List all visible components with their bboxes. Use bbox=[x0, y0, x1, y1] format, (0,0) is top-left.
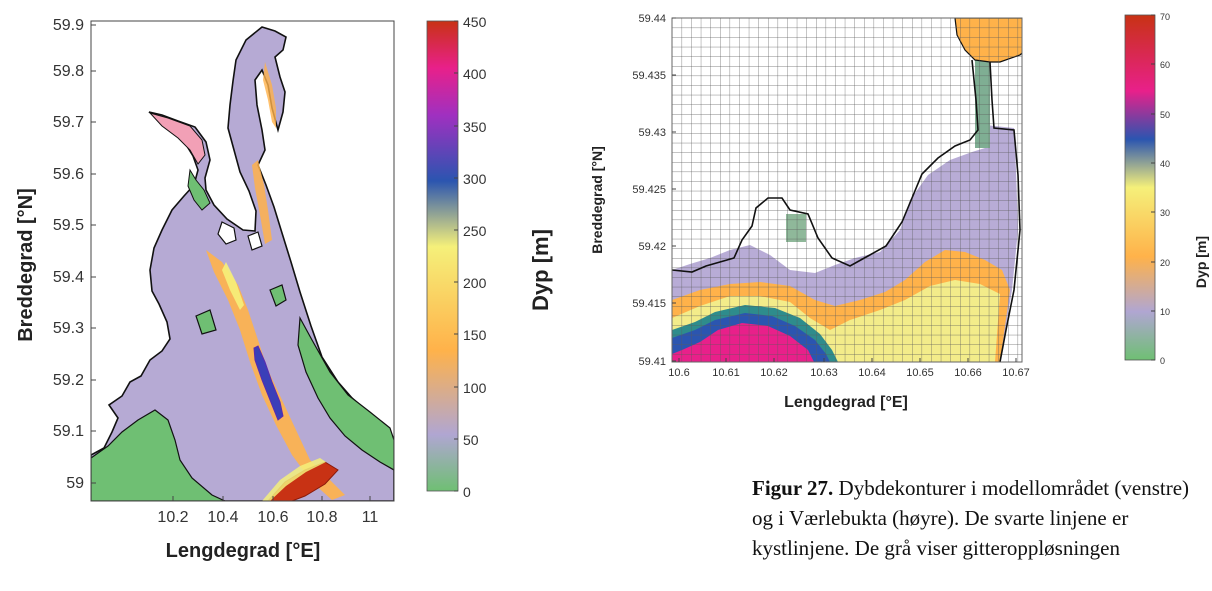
left-colorbar-bar bbox=[426, 20, 459, 492]
right-xtick-label: 10.66 bbox=[954, 367, 982, 379]
left-plot-frame bbox=[90, 20, 395, 502]
right-cbar-tick: 60 bbox=[1160, 60, 1170, 70]
left-ytick-label: 59.4 bbox=[53, 269, 84, 286]
coastline bbox=[672, 59, 979, 273]
right-cbar-tick: 10 bbox=[1160, 307, 1170, 317]
pink-north-inlet bbox=[148, 112, 206, 165]
channel-north-fjord bbox=[263, 62, 276, 128]
right-ytick-label: 59.44 bbox=[638, 13, 666, 25]
right-xtick-label: 10.67 bbox=[1002, 367, 1030, 379]
left-ytick-label: 59.3 bbox=[53, 320, 84, 337]
left-bathymetry bbox=[91, 26, 394, 501]
channel-yellow bbox=[222, 262, 244, 310]
left-cbar-tick: 450 bbox=[463, 14, 487, 30]
left-xtick-label: 10.8 bbox=[306, 509, 337, 526]
left-xlabel: Lengdegrad [°E] bbox=[166, 540, 321, 562]
left-xtick-label: 10.4 bbox=[207, 509, 238, 526]
right-cbar-tick: 0 bbox=[1160, 356, 1165, 366]
channel-main bbox=[206, 250, 345, 500]
right-colorbar: 0 10 20 30 40 50 60 70 Dyp [m] bbox=[1124, 12, 1209, 366]
right-ytick-label: 59.43 bbox=[638, 127, 666, 139]
left-ytick-label: 59.1 bbox=[53, 423, 84, 440]
left-xtick-label: 10.6 bbox=[257, 509, 288, 526]
left-ytick-label: 59.6 bbox=[53, 166, 84, 183]
left-ytick-label: 59 bbox=[66, 475, 84, 492]
right-bathymetry bbox=[672, 18, 1022, 362]
left-xtick-label: 10.2 bbox=[157, 509, 188, 526]
left-cbar-tick: 250 bbox=[463, 223, 487, 239]
left-cbar-tick: 150 bbox=[463, 327, 487, 343]
left-cbar-tick: 400 bbox=[463, 66, 487, 82]
right-xtick-label: 10.65 bbox=[906, 367, 934, 379]
mouth-yellow bbox=[262, 458, 326, 501]
left-ytick-label: 59.9 bbox=[53, 17, 84, 34]
right-cbar-tick: 30 bbox=[1160, 208, 1170, 218]
left-cbar-tick: 350 bbox=[463, 119, 487, 135]
right-ytick-label: 59.415 bbox=[632, 298, 666, 310]
shallow-north-inlet bbox=[187, 168, 211, 211]
caption-text: Dybdekonturer i modellområdet (venstre) … bbox=[752, 476, 1190, 560]
right-tick-marks bbox=[672, 17, 1017, 362]
channel-upper bbox=[252, 160, 272, 244]
left-cbar-tick: 50 bbox=[463, 432, 479, 448]
right-ytick-label: 59.41 bbox=[638, 356, 666, 368]
island-1 bbox=[217, 221, 237, 245]
right-cbar-tick: 70 bbox=[1160, 12, 1170, 22]
right-map-panel: 10.6 10.61 10.62 10.63 10.64 10.65 10.66… bbox=[589, 13, 1030, 411]
right-colorbar-ticks bbox=[1151, 14, 1155, 361]
right-xtick-label: 10.62 bbox=[760, 367, 788, 379]
left-colorbar-label: Dyp [m] bbox=[528, 229, 553, 311]
right-xlabel: Lengdegrad [°E] bbox=[784, 394, 908, 411]
left-cbar-tick: 100 bbox=[463, 380, 487, 396]
computational-grid bbox=[672, 18, 1022, 362]
caption-label: Figur 27. bbox=[752, 476, 834, 500]
figure-caption: Figur 27. Dybdekonturer i modellområdet … bbox=[752, 473, 1207, 563]
left-tick-marks bbox=[91, 24, 371, 501]
island-4 bbox=[247, 231, 263, 251]
left-ytick-label: 59.2 bbox=[53, 372, 84, 389]
right-ytick-label: 59.42 bbox=[638, 241, 666, 253]
right-cbar-tick: 20 bbox=[1160, 258, 1170, 268]
right-ytick-label: 59.435 bbox=[632, 70, 666, 82]
island-3 bbox=[195, 309, 217, 335]
right-plot-frame bbox=[671, 17, 1023, 363]
right-xtick-label: 10.64 bbox=[858, 367, 886, 379]
right-cbar-tick: 50 bbox=[1160, 110, 1170, 120]
right-cbar-tick: 40 bbox=[1160, 159, 1170, 169]
left-colorbar: 0 50 100 150 200 250 300 350 400 450 Dyp… bbox=[426, 14, 553, 500]
deep-trench bbox=[253, 345, 284, 421]
right-colorbar-label: Dyp [m] bbox=[1193, 236, 1209, 288]
left-colorbar-ticks bbox=[454, 20, 458, 492]
right-xtick-label: 10.6 bbox=[668, 367, 689, 379]
right-xtick-label: 10.61 bbox=[712, 367, 740, 379]
left-map-panel: 10.2 10.4 10.6 10.8 11 59 59.1 59.2 59.3… bbox=[15, 17, 395, 562]
left-cbar-tick: 200 bbox=[463, 275, 487, 291]
right-colorbar-bar bbox=[1124, 14, 1156, 361]
left-ytick-label: 59.7 bbox=[53, 114, 84, 131]
left-cbar-tick: 0 bbox=[463, 484, 471, 500]
right-ylabel: Breddegrad [°N] bbox=[589, 146, 605, 254]
coastline-east bbox=[989, 61, 1021, 362]
left-xtick-label: 11 bbox=[362, 509, 379, 526]
right-ytick-label: 59.425 bbox=[632, 184, 666, 196]
left-ytick-label: 59.5 bbox=[53, 217, 84, 234]
island-2 bbox=[269, 284, 287, 307]
shallow-west bbox=[91, 409, 226, 501]
left-ytick-label: 59.8 bbox=[53, 63, 84, 80]
right-xtick-label: 10.63 bbox=[810, 367, 838, 379]
shallow-east bbox=[297, 315, 394, 471]
left-ylabel: Breddegrad [°N] bbox=[15, 188, 37, 342]
left-cbar-tick: 300 bbox=[463, 171, 487, 187]
